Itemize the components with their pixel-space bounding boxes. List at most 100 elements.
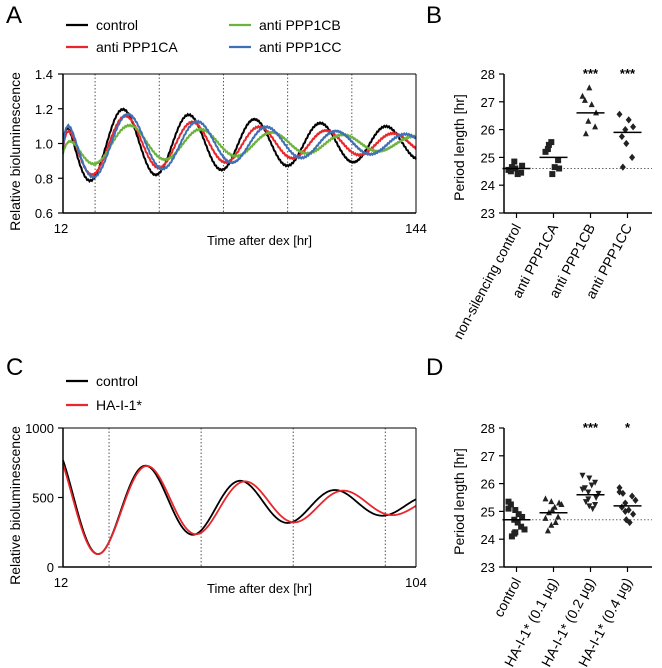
- data-point: [630, 510, 637, 518]
- y-axis-label: Period length [hr]: [451, 94, 467, 201]
- data-point: [585, 496, 592, 503]
- data-point: [618, 132, 625, 141]
- data-point: [585, 117, 592, 124]
- data-point: [616, 488, 623, 496]
- series-line-control: [62, 459, 417, 555]
- data-point: [616, 110, 623, 118]
- y-axis-label: Relative bioluminescence: [7, 72, 23, 231]
- data-point: [514, 519, 521, 526]
- data-point: [505, 505, 512, 512]
- y-tick-label: 26: [481, 123, 495, 138]
- legend-label: control: [96, 17, 138, 33]
- data-point: [558, 500, 565, 507]
- data-point: [544, 146, 551, 153]
- data-point: [592, 501, 599, 508]
- y-tick-label: 28: [481, 421, 495, 436]
- data-point: [622, 507, 629, 515]
- y-tick-label: 27: [481, 95, 495, 110]
- y-tick-label: 0.6: [35, 206, 53, 221]
- y-tick-label: 23: [481, 560, 495, 575]
- data-point: [518, 523, 525, 530]
- data-point: [507, 501, 514, 508]
- data-point: [582, 130, 589, 137]
- y-tick-label: 23: [481, 206, 495, 221]
- legend-label: control: [96, 373, 138, 389]
- y-tick-label: 27: [481, 449, 495, 464]
- data-point: [632, 496, 639, 504]
- data-point: [507, 168, 514, 175]
- legend-label: HA-I-1*: [96, 397, 142, 413]
- data-point: [545, 141, 552, 148]
- series-line-ha-i-1-: [62, 464, 417, 556]
- x-axis-label: Time after dex [hr]: [207, 233, 312, 248]
- x-axis-label: Time after dex [hr]: [207, 581, 312, 596]
- data-point: [552, 519, 559, 526]
- x-tick-label: 12: [54, 575, 68, 590]
- data-point: [581, 96, 588, 103]
- data-point: [518, 169, 525, 176]
- y-tick-label: 25: [481, 150, 495, 165]
- data-point: [542, 495, 549, 502]
- legend-label: anti PPP1CA: [96, 39, 178, 55]
- data-point: [586, 84, 593, 91]
- y-tick-label: 0: [47, 560, 54, 575]
- panel-label-b: B: [426, 2, 442, 29]
- data-point: [630, 123, 637, 131]
- y-axis-label: Relative bioluminescence: [7, 426, 23, 585]
- data-point: [515, 511, 522, 518]
- data-point: [579, 472, 586, 479]
- x-tick-label: 12: [54, 221, 68, 236]
- data-point: [626, 518, 633, 527]
- data-point: [508, 164, 515, 171]
- data-point: [595, 490, 602, 497]
- data-point: [623, 516, 630, 524]
- y-tick-label: 24: [481, 178, 495, 193]
- y-tick-label: 1000: [25, 421, 54, 436]
- y-tick-label: 0.8: [35, 171, 53, 186]
- data-point: [549, 171, 556, 178]
- data-point: [521, 526, 528, 533]
- y-axis-label: Period length [hr]: [451, 448, 467, 555]
- data-point: [519, 162, 526, 169]
- y-tick-label: 500: [32, 491, 54, 506]
- data-point: [623, 139, 630, 148]
- legend-label: anti PPP1CB: [259, 17, 341, 33]
- data-point: [592, 123, 599, 130]
- data-point: [544, 527, 551, 534]
- data-point: [622, 126, 629, 134]
- data-point: [586, 475, 593, 482]
- significance-marker: ***: [583, 420, 599, 435]
- data-point: [582, 499, 589, 506]
- data-point: [508, 533, 515, 540]
- data-point: [586, 503, 593, 510]
- significance-marker: ***: [620, 66, 636, 81]
- data-point: [551, 164, 558, 171]
- series-line-control: [62, 107, 417, 183]
- data-point: [548, 521, 555, 528]
- panel-label-a: A: [6, 2, 22, 29]
- data-point: [512, 529, 519, 536]
- y-tick-label: 24: [481, 532, 495, 547]
- data-point: [625, 116, 632, 124]
- data-point: [593, 495, 600, 501]
- data-point: [555, 157, 562, 164]
- category-label: non-silencing control: [450, 221, 524, 342]
- y-tick-label: 28: [481, 67, 495, 82]
- y-tick-label: 1.4: [35, 67, 53, 82]
- x-tick-label: 144: [405, 221, 427, 236]
- data-point: [519, 513, 526, 520]
- y-tick-label: 1.2: [35, 102, 53, 117]
- y-tick-label: 26: [481, 477, 495, 492]
- data-point: [551, 503, 558, 510]
- data-point: [619, 163, 626, 171]
- data-point: [588, 101, 595, 108]
- data-point: [589, 506, 596, 513]
- category-label: control: [490, 575, 524, 620]
- data-point: [579, 486, 586, 493]
- data-point: [514, 171, 521, 178]
- data-point: [618, 503, 625, 511]
- panel-label-c: C: [6, 354, 23, 381]
- significance-marker: *: [625, 420, 631, 435]
- data-point: [512, 507, 519, 514]
